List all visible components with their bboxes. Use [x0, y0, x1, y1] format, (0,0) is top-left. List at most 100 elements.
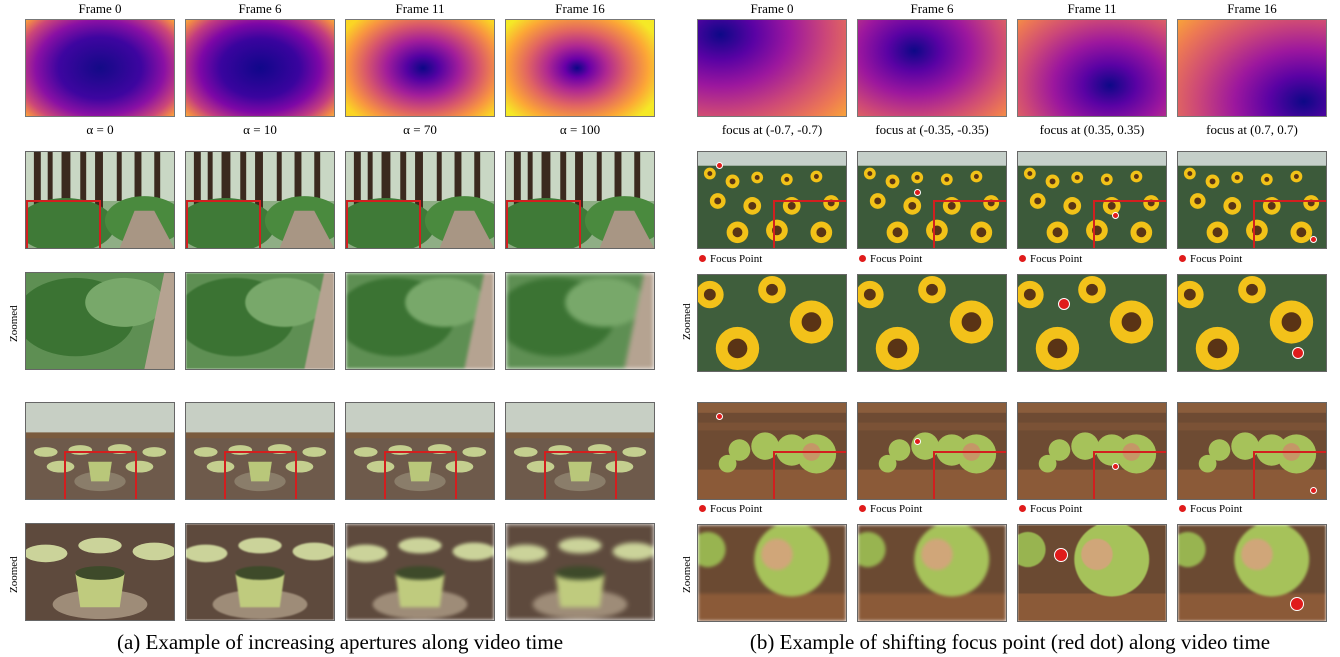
legend-label: Focus Point: [1030, 253, 1083, 265]
focus-point-dot: [716, 162, 723, 169]
forest-frame: [345, 151, 495, 249]
focus-caption: focus at (-0.35, -0.35): [875, 122, 989, 137]
sunflower-frame: [857, 151, 1007, 249]
focus-point-icon: [1179, 254, 1186, 262]
forest-frame: [505, 151, 655, 249]
focus-point-dot: [1054, 548, 1068, 562]
zoomed-label: Zoomed: [8, 556, 20, 593]
apple-frame: [1177, 402, 1327, 500]
teacup-frame: [25, 402, 175, 500]
focus-point-legend: Focus Point: [699, 253, 762, 266]
zoom-region: [186, 200, 261, 248]
focus-point-dot: [914, 189, 921, 196]
focus-map: [697, 19, 847, 117]
aperture-caption: α = 10: [243, 122, 277, 137]
zoom-region: [773, 451, 846, 499]
focus-point-icon: [1179, 504, 1186, 512]
zoom-region: [1253, 200, 1326, 248]
focus-point-icon: [699, 504, 706, 512]
teacup-zoomed: [505, 523, 655, 621]
sunflower-zoomed: [1177, 274, 1327, 372]
focus-caption: focus at (0.7, 0.7): [1206, 122, 1298, 137]
focus-caption: focus at (-0.7, -0.7): [721, 122, 823, 137]
apple-zoomed: [1177, 524, 1327, 622]
teacup-frame: [505, 402, 655, 500]
focus-point-legend: Focus Point: [859, 253, 922, 266]
frame-title: Frame 16: [555, 1, 605, 16]
aperture-caption: α = 70: [403, 122, 437, 137]
focus-point-icon: [859, 504, 866, 512]
aperture-map: [185, 19, 335, 117]
sunflower-zoomed: [857, 274, 1007, 372]
forest-zoomed: [345, 272, 495, 370]
focus-map: [1017, 19, 1167, 117]
focus-point-legend: Focus Point: [1019, 503, 1082, 516]
frame-title: Frame 16: [1227, 1, 1277, 16]
zoom-region: [224, 451, 297, 499]
sunflower-frame: [697, 151, 847, 249]
apple-frame: [857, 402, 1007, 500]
frame-title: Frame 6: [238, 1, 282, 16]
zoomed-label: Zoomed: [681, 303, 693, 340]
forest-zoomed: [25, 272, 175, 370]
focus-map: [1177, 19, 1327, 117]
focus-point-legend: Focus Point: [1179, 503, 1242, 516]
focus-map: [857, 19, 1007, 117]
legend-label: Focus Point: [1190, 503, 1243, 515]
aperture-map: [505, 19, 655, 117]
focus-point-dot: [914, 438, 921, 445]
forest-zoomed: [185, 272, 335, 370]
frame-title: Frame 11: [1067, 1, 1117, 16]
teacup-zoomed: [345, 523, 495, 621]
focus-point-icon: [1019, 504, 1026, 512]
focus-point-dot: [1292, 347, 1304, 359]
aperture-caption: α = 100: [559, 122, 601, 137]
apple-frame: [1017, 402, 1167, 500]
focus-point-legend: Focus Point: [1179, 253, 1242, 266]
sunflower-frame: [1177, 151, 1327, 249]
zoom-region: [384, 451, 457, 499]
focus-point-legend: Focus Point: [1019, 253, 1082, 266]
focus-caption: focus at (0.35, 0.35): [1039, 122, 1145, 137]
focus-point-dot: [1290, 597, 1304, 611]
zoomed-label: Zoomed: [681, 556, 693, 593]
frame-title: Frame 0: [750, 1, 794, 16]
zoom-region: [773, 200, 846, 248]
focus-point-icon: [699, 254, 706, 262]
focus-point-dot: [1112, 463, 1119, 470]
focus-point-dot: [1112, 212, 1119, 219]
zoom-region: [1093, 451, 1166, 499]
legend-label: Focus Point: [710, 503, 763, 515]
forest-frame: [25, 151, 175, 249]
zoom-region: [64, 451, 137, 499]
forest-frame: [185, 151, 335, 249]
zoom-region: [26, 200, 101, 248]
aperture-map: [345, 19, 495, 117]
apple-zoomed: [697, 524, 847, 622]
focus-point-legend: Focus Point: [859, 503, 922, 516]
zoom-region: [1253, 451, 1326, 499]
aperture-map: [25, 19, 175, 117]
focus-point-dot: [1310, 487, 1317, 494]
teacup-zoomed: [185, 523, 335, 621]
apple-frame: [697, 402, 847, 500]
panel-a-caption: (a) Example of increasing apertures alon…: [116, 630, 564, 654]
sunflower-frame: [1017, 151, 1167, 249]
zoom-region: [933, 200, 1006, 248]
zoom-region: [506, 200, 581, 248]
focus-point-dot: [1310, 236, 1317, 243]
frame-title: Frame 0: [78, 1, 122, 16]
focus-point-legend: Focus Point: [699, 503, 762, 516]
legend-label: Focus Point: [1030, 503, 1083, 515]
teacup-frame: [185, 402, 335, 500]
legend-label: Focus Point: [870, 503, 923, 515]
teacup-frame: [345, 402, 495, 500]
panel-b-caption: (b) Example of shifting focus point (red…: [749, 630, 1271, 654]
aperture-caption: α = 0: [86, 122, 114, 137]
focus-point-icon: [859, 254, 866, 262]
teacup-zoomed: [25, 523, 175, 621]
legend-label: Focus Point: [870, 253, 923, 265]
zoom-region: [544, 451, 617, 499]
legend-label: Focus Point: [710, 253, 763, 265]
zoomed-label: Zoomed: [8, 305, 20, 342]
